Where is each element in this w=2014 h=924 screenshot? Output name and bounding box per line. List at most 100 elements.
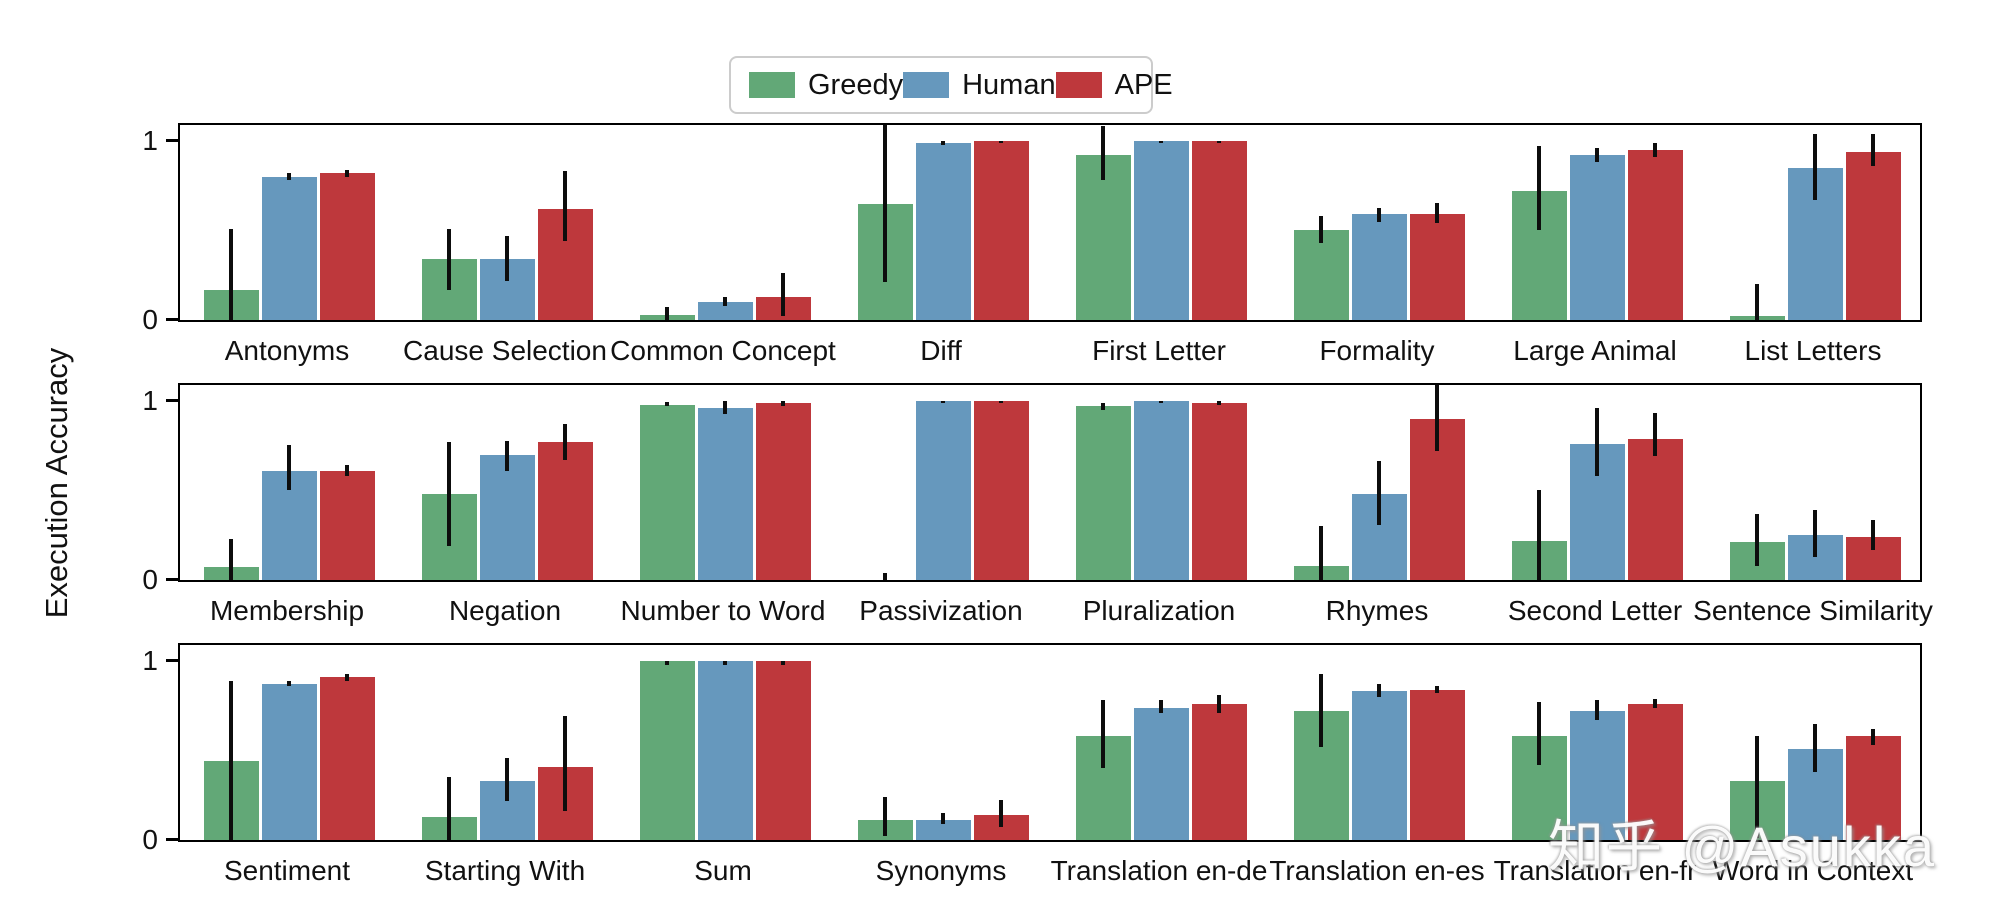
bar-greedy-5 (1293, 230, 1349, 320)
error-bar (1595, 408, 1599, 476)
error-bar (1217, 695, 1221, 713)
y-tick-label: 1 (142, 645, 158, 676)
error-bar (1377, 461, 1381, 525)
subplot-row-3 (178, 643, 1922, 842)
error-bar (665, 307, 669, 320)
bar-human-9 (479, 455, 535, 580)
error-bar (723, 661, 727, 665)
legend-swatch-ape (1055, 72, 1102, 98)
error-bar (1653, 143, 1657, 157)
error-bar (1871, 134, 1875, 166)
error-bar (1319, 216, 1323, 243)
error-bar (287, 681, 291, 686)
error-bar (1217, 401, 1221, 405)
error-bar (723, 401, 727, 414)
bar-ape-0 (319, 173, 375, 320)
error-bar (665, 661, 669, 665)
error-bar (1595, 700, 1599, 720)
category-label: Membership (209, 595, 365, 626)
error-bar (1755, 284, 1759, 320)
category-label: Diff (920, 335, 962, 366)
bar-ape-7 (1845, 152, 1901, 320)
legend-swatch-human (903, 72, 950, 98)
error-bar (447, 442, 451, 546)
category-label: Common Concept (610, 335, 836, 366)
error-bar (999, 141, 1003, 143)
y-tick-label: 1 (142, 125, 158, 156)
watermark: 知乎 @Asukka (1548, 815, 1937, 878)
category-label: Large Animal (1513, 335, 1677, 366)
category-label: Pluralization (1082, 595, 1236, 626)
bar-ape-22 (1627, 704, 1683, 840)
bar-human-10 (697, 408, 753, 580)
error-bar (1101, 403, 1105, 410)
error-bar (1217, 141, 1221, 143)
bar-human-2 (697, 302, 753, 320)
bar-ape-21 (1409, 690, 1465, 840)
category-label: Cause Selection (403, 335, 607, 366)
category-label: Translation en-es (1269, 855, 1485, 886)
error-bar (1871, 520, 1875, 550)
error-bar (1377, 684, 1381, 697)
error-bar (1159, 141, 1163, 143)
y-tick-label: 0 (142, 304, 158, 335)
bar-ape-6 (1627, 150, 1683, 320)
category-label: Passivization (859, 595, 1023, 626)
y-axis-label: Execution Accuracy (39, 347, 74, 619)
legend-label: Greedy (808, 68, 904, 101)
category-label: Translation en-fr (1493, 855, 1697, 886)
category-label: Translation en-de (1050, 855, 1268, 886)
error-bar (883, 573, 887, 580)
legend-swatch-greedy (749, 72, 795, 98)
bar-human-4 (1133, 141, 1189, 320)
bar-human-18 (697, 661, 753, 840)
category-label: List Letters (1744, 335, 1882, 366)
error-bar (1813, 724, 1817, 772)
y-tick-mark (166, 578, 178, 581)
error-bar (1537, 702, 1541, 765)
bar-human-3 (915, 143, 971, 320)
error-bar (1537, 490, 1541, 580)
error-bar (1755, 736, 1759, 838)
error-bar (941, 401, 945, 403)
bar-greedy-4 (1075, 155, 1131, 320)
category-label: Synonyms (875, 855, 1007, 886)
bar-ape-3 (973, 141, 1029, 320)
bar-greedy-18 (639, 661, 695, 840)
error-bar (941, 141, 945, 145)
bar-ape-5 (1409, 214, 1465, 320)
error-bar (941, 813, 945, 824)
error-bar (781, 401, 785, 406)
bar-human-21 (1351, 691, 1407, 840)
error-bar (345, 465, 349, 476)
y-tick-label: 0 (142, 824, 158, 855)
error-bar (1537, 146, 1541, 230)
error-bar (1813, 134, 1817, 200)
category-label: Sentiment (223, 855, 351, 886)
error-bar (1653, 413, 1657, 456)
error-bar (999, 800, 1003, 827)
bar-greedy-10 (639, 405, 695, 580)
subplot-row-2 (178, 383, 1922, 582)
category-label: Sum (694, 855, 752, 886)
error-bar (345, 674, 349, 681)
bar-ape-4 (1191, 141, 1247, 320)
y-tick-mark (166, 838, 178, 841)
bar-ape-20 (1191, 704, 1247, 840)
error-bar (447, 777, 451, 840)
bar-ape-8 (319, 471, 375, 580)
legend: Greedy Human APE (729, 56, 1173, 114)
error-bar (1319, 674, 1323, 747)
error-bar (563, 424, 567, 460)
error-bar (1377, 208, 1381, 222)
error-bar (781, 273, 785, 316)
legend-item-greedy: Greedy (749, 69, 903, 102)
error-bar (229, 229, 233, 320)
bar-ape-11 (973, 401, 1029, 580)
y-tick-mark (166, 139, 178, 142)
category-label: Negation (448, 595, 562, 626)
bar-human-6 (1569, 155, 1625, 320)
error-bar (447, 229, 451, 290)
error-bar (1159, 700, 1163, 713)
